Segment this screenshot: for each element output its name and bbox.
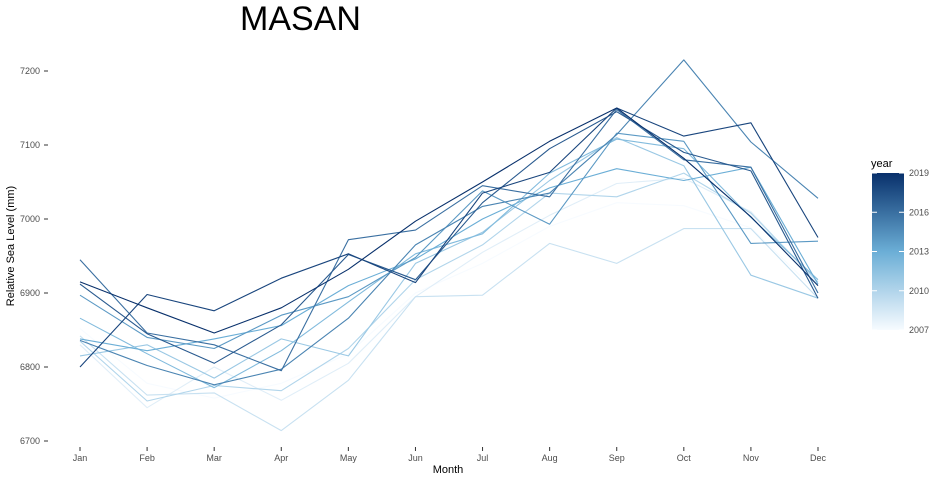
series-line-2015 (79, 59, 819, 386)
y-tick-label: 7200 (20, 66, 40, 76)
series-lines (79, 59, 819, 432)
legend-title: year (871, 158, 893, 170)
y-tick-label: 7100 (20, 140, 40, 150)
x-tick-label: Nov (743, 453, 760, 463)
x-tick-label: Aug (542, 453, 558, 463)
x-tick-label: Jul (477, 453, 489, 463)
x-tick-label: Dec (810, 453, 827, 463)
series-line-2019 (79, 107, 819, 334)
y-axis: 6700 6800 6900 7000 7100 7200 (20, 66, 48, 446)
series-line-2017 (79, 111, 819, 364)
y-tick-label: 7000 (20, 214, 40, 224)
x-tick-label: Jun (408, 453, 423, 463)
series-line-2011 (79, 137, 819, 379)
x-tick-label: Apr (274, 453, 288, 463)
chart-title: MASAN (240, 0, 361, 38)
legend-colorbar (872, 173, 904, 330)
x-tick-label: Mar (206, 453, 222, 463)
series-line-2013 (79, 166, 819, 352)
series-line-2008 (79, 177, 819, 409)
x-axis-title: Month (433, 464, 464, 476)
y-tick-label: 6900 (20, 288, 40, 298)
legend-tick-label: 2010 (909, 286, 929, 296)
x-tick-label: Sep (609, 453, 625, 463)
y-axis-title: Relative Sea Level (mm) (5, 186, 17, 306)
x-axis: Jan Feb Mar Apr May Jun Jul Aug Sep Oct Nov Dec (73, 447, 827, 463)
color-legend: year 2019 2016 2013 2010 2007 (871, 158, 929, 335)
legend-tick-label: 2016 (909, 207, 929, 217)
x-tick-label: Jan (73, 453, 88, 463)
series-line-2010 (79, 172, 819, 402)
y-tick-label: 6700 (20, 436, 40, 446)
x-tick-label: Oct (677, 453, 692, 463)
legend-ticks: 2019 2016 2013 2010 2007 (872, 168, 929, 335)
series-line-2016 (79, 108, 819, 372)
series-line-2018 (79, 107, 819, 368)
series-line-2014 (79, 132, 819, 350)
x-tick-label: Feb (139, 453, 155, 463)
x-tick-label: May (340, 453, 358, 463)
legend-tick-label: 2013 (909, 247, 929, 257)
legend-tick-label: 2019 (909, 168, 929, 178)
series-line-2007 (79, 202, 819, 399)
legend-tick-label: 2007 (909, 325, 929, 335)
y-tick-label: 6800 (20, 362, 40, 372)
series-line-2009 (79, 228, 819, 432)
